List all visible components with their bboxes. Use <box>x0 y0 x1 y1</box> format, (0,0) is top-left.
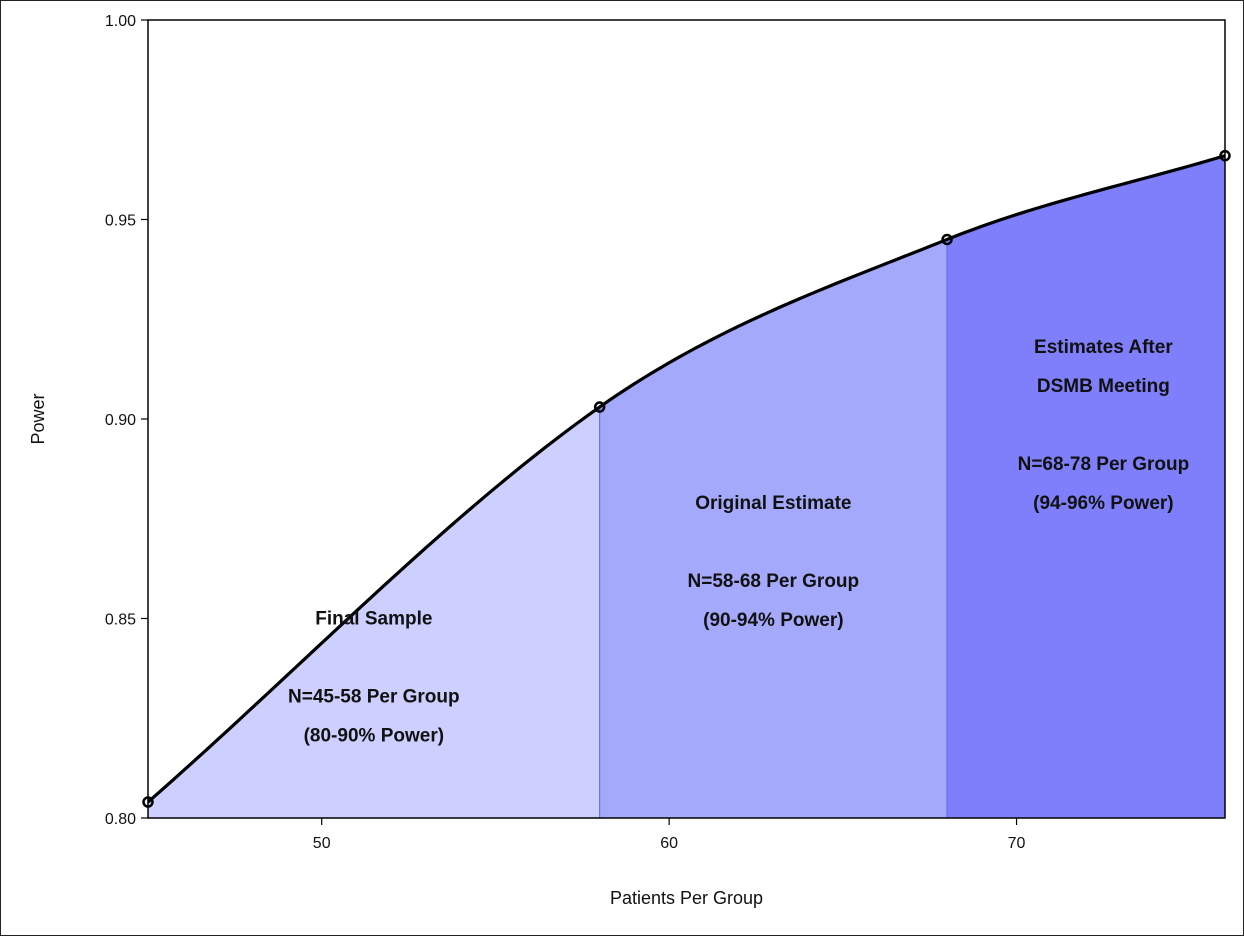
region-0-label-line: Final Sample <box>315 609 432 630</box>
power-curve <box>146 154 1226 804</box>
y-axis-label: Power <box>28 393 48 444</box>
region-0-label-line: N=45-58 Per Group <box>288 687 460 708</box>
region-1 <box>599 239 948 818</box>
y-tick-label: 1.00 <box>105 13 136 30</box>
region-2 <box>947 155 1225 818</box>
x-axis-label: Patients Per Group <box>610 888 763 908</box>
region-0-label-line: (80-90% Power) <box>304 726 444 747</box>
shaded-regions <box>148 155 1225 818</box>
x-tick-label: 70 <box>1008 835 1026 852</box>
y-axis: 0.80 0.85 0.90 0.95 1.00 <box>105 13 148 828</box>
x-axis: 50 60 70 <box>313 818 1026 852</box>
region-2-label-line: N=68-78 Per Group <box>1018 454 1190 475</box>
y-tick-label: 0.90 <box>105 412 136 429</box>
region-2-label-line: DSMB Meeting <box>1037 376 1170 397</box>
x-tick-label: 60 <box>660 835 678 852</box>
curve-marker <box>941 233 953 246</box>
region-2-label-line: Estimates After <box>1034 337 1173 358</box>
y-tick-label: 0.95 <box>105 213 136 230</box>
region-2-label-line: (94-96% Power) <box>1033 493 1173 514</box>
region-1-label-line: (90-94% Power) <box>703 610 843 631</box>
power-curve-layer <box>146 154 1226 804</box>
y-tick-label: 0.80 <box>105 811 136 828</box>
region-1-label-line: N=58-68 Per Group <box>688 571 860 592</box>
curve-marker <box>593 401 606 413</box>
x-tick-label: 50 <box>313 835 331 852</box>
region-0 <box>148 407 600 818</box>
region-1-label-line: Original Estimate <box>695 493 851 514</box>
region-annotations: Final Sample N=45-58 Per Group (80-90% Pow… <box>288 337 1189 746</box>
y-tick-label: 0.85 <box>105 612 136 629</box>
